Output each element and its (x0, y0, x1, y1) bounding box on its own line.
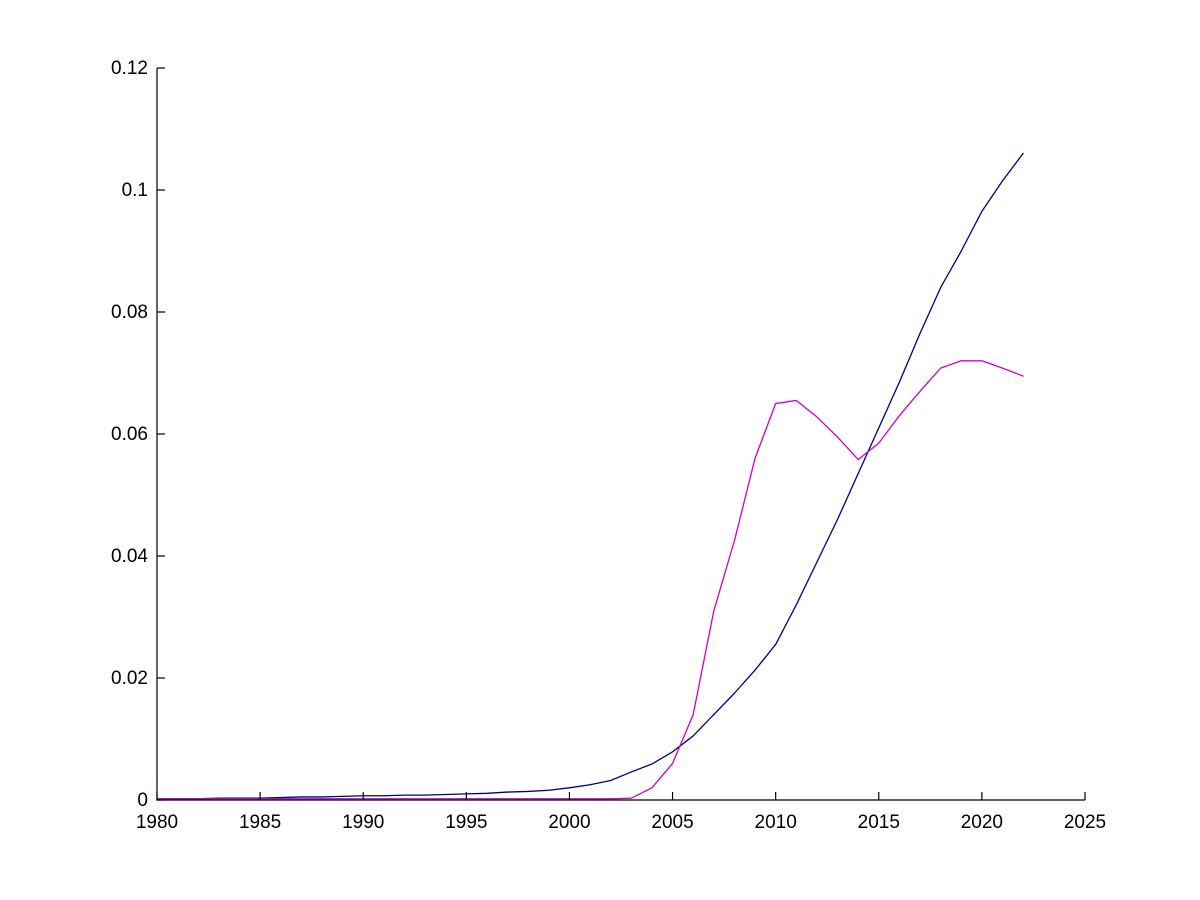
x-tick-label: 1995 (445, 812, 487, 833)
y-tick-label: 0.06 (111, 424, 148, 445)
x-tick-label: 1980 (136, 812, 178, 833)
y-tick-label: 0.02 (111, 668, 148, 689)
x-tick-label: 2000 (548, 812, 590, 833)
x-tick-label: 2020 (961, 812, 1003, 833)
magenta-line (156, 360, 1024, 800)
y-tick-label: 0.08 (111, 302, 148, 323)
dark-blue-line (156, 152, 1024, 800)
x-tick-label: 1985 (239, 812, 281, 833)
y-tick-label: 0.04 (111, 546, 148, 567)
x-tick-label: 2010 (755, 812, 797, 833)
y-tick-label: 0.12 (111, 58, 148, 79)
axes-box (156, 68, 1085, 801)
x-tick-label: 2025 (1064, 812, 1106, 833)
x-tick-label: 1990 (342, 812, 384, 833)
x-tick-label: 2015 (858, 812, 900, 833)
y-tick-label: 0 (137, 790, 148, 811)
y-tick-label: 0.1 (122, 180, 148, 201)
x-tick-label: 2005 (651, 812, 693, 833)
